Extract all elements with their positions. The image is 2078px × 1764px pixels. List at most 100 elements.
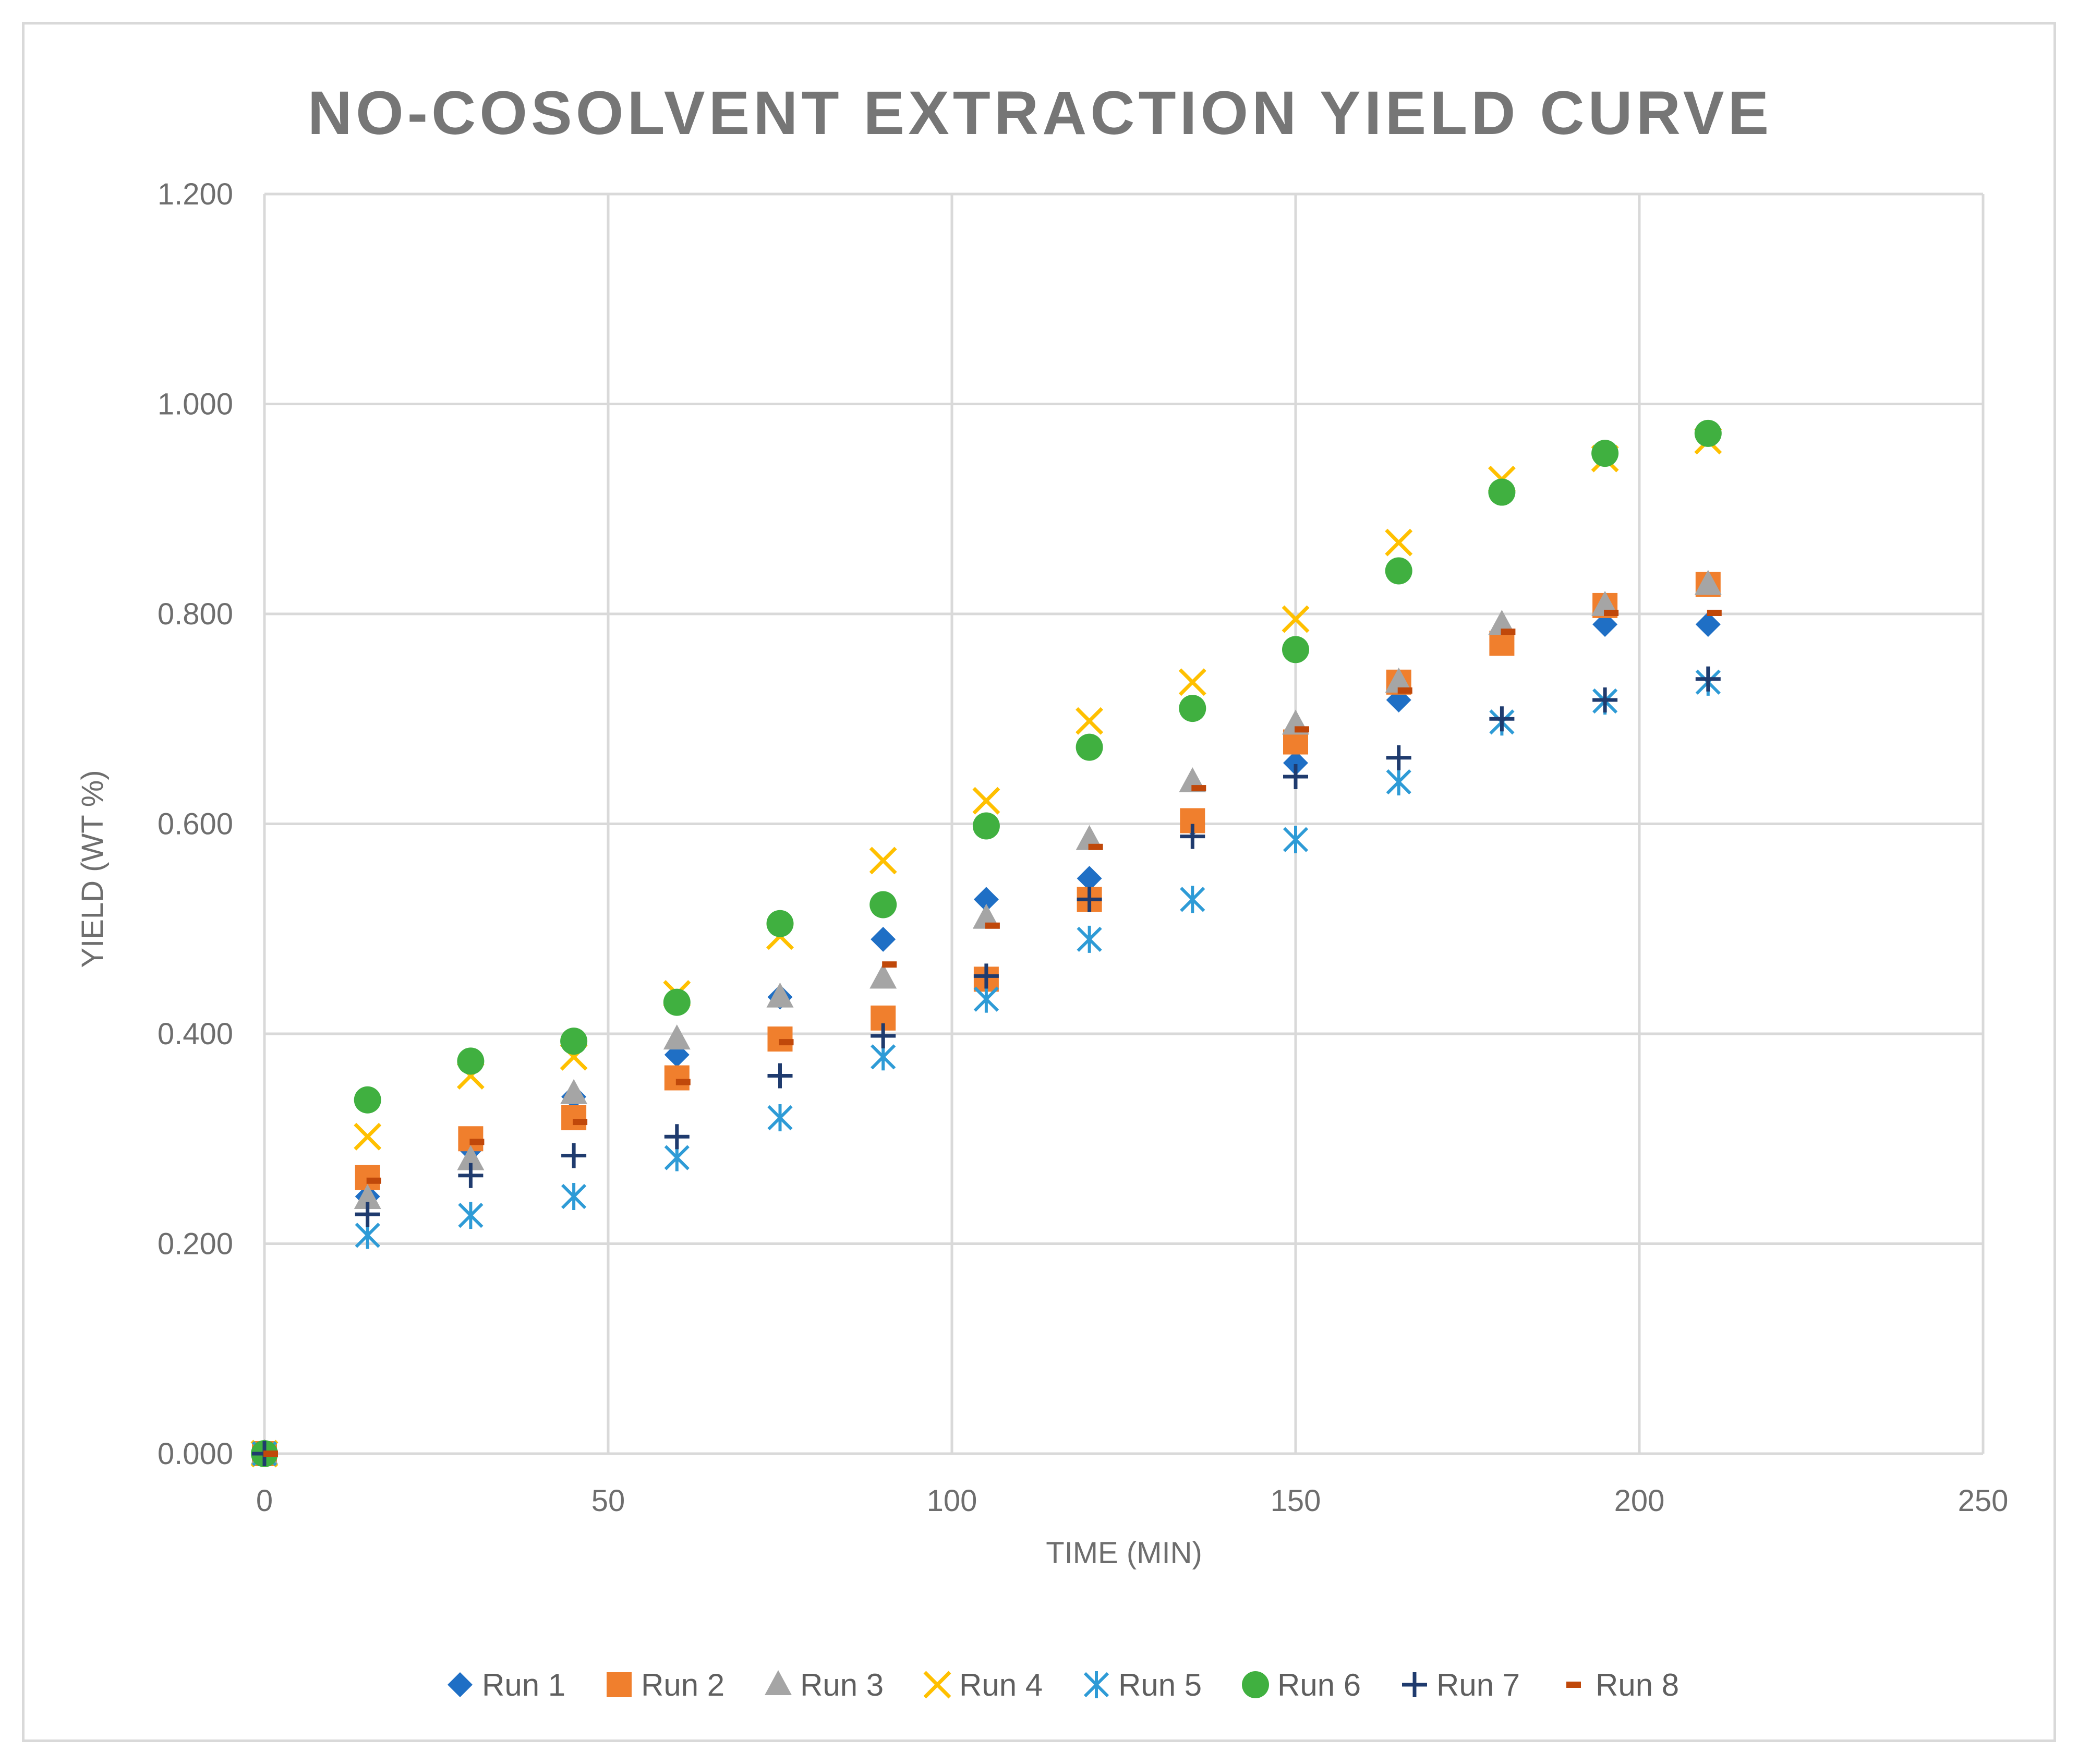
data-point: [871, 926, 896, 952]
legend-marker: [1566, 1682, 1581, 1688]
legend-label: Run 5: [1118, 1668, 1202, 1702]
legend-label: Run 4: [959, 1668, 1043, 1702]
data-point: [457, 1145, 485, 1170]
data-point: [1385, 528, 1413, 557]
data-point: [1592, 612, 1618, 637]
legend-item: Run 6: [1242, 1668, 1361, 1702]
series-8: [263, 609, 1722, 1457]
data-point: [973, 985, 999, 1013]
x-tick-label: 50: [591, 1484, 625, 1518]
data-point: [869, 963, 897, 989]
data-point: [1076, 733, 1103, 761]
data-point: [1695, 612, 1721, 637]
legend-item: Run 1: [448, 1668, 565, 1702]
data-points: [250, 419, 1722, 1468]
data-point: [985, 922, 1000, 929]
data-point: [1385, 667, 1412, 693]
data-point: [1489, 706, 1515, 732]
data-point: [354, 1086, 381, 1114]
legend-label: Run 1: [482, 1668, 565, 1702]
data-point: [664, 1124, 690, 1150]
data-point: [1591, 590, 1619, 616]
data-point: [1191, 785, 1206, 792]
data-point: [1604, 609, 1619, 616]
y-tick-label: 0.600: [158, 807, 233, 841]
x-tick-label: 250: [1958, 1484, 2009, 1518]
series-4: [250, 427, 1722, 1468]
data-point: [263, 1451, 278, 1457]
data-point: [560, 1079, 588, 1104]
data-point: [973, 887, 999, 912]
legend: Run 1 Run 2 Run 3 Run 4 Run 5 Run 6 Run 7 Run 8: [448, 1668, 1679, 1702]
data-point: [561, 1105, 587, 1130]
data-point: [1591, 440, 1619, 467]
data-point: [1385, 557, 1412, 585]
data-point: [1707, 609, 1722, 616]
legend-item: Run 8: [1566, 1668, 1679, 1702]
data-point: [561, 1143, 587, 1168]
x-axis-ticks: 0 50 100 150 200 250: [256, 1484, 2009, 1518]
data-point: [972, 903, 1000, 929]
y-axis-ticks: 0.000 0.200 0.400 0.600 0.800 1.000 1.200: [158, 177, 233, 1471]
data-point: [469, 1139, 485, 1145]
data-point: [882, 961, 897, 968]
data-point: [767, 1026, 793, 1052]
data-point: [560, 1028, 588, 1055]
legend-item: Run 5: [1083, 1668, 1202, 1702]
legend-marker: [1083, 1671, 1109, 1698]
data-point: [869, 847, 897, 875]
data-point: [1694, 570, 1722, 595]
legend-marker: [1242, 1671, 1269, 1698]
series-7: [252, 666, 1721, 1466]
y-tick-label: 0.400: [158, 1017, 233, 1051]
data-point: [766, 982, 794, 1008]
data-point: [1397, 687, 1412, 694]
data-point: [1077, 925, 1102, 953]
data-point: [664, 1065, 690, 1091]
data-point: [972, 812, 1000, 840]
data-point: [573, 1119, 588, 1126]
y-axis-title: YIELD (WT %): [76, 770, 110, 968]
y-tick-label: 0.000: [158, 1437, 233, 1471]
data-point: [1386, 745, 1411, 770]
data-point: [458, 1163, 484, 1188]
data-point: [1178, 668, 1206, 696]
x-tick-label: 100: [927, 1484, 977, 1518]
gridlines: [263, 192, 1985, 1455]
x-tick-label: 150: [1271, 1484, 1321, 1518]
legend-item: Run 2: [607, 1668, 724, 1702]
data-point: [1592, 687, 1618, 713]
data-point: [1088, 843, 1103, 850]
data-point: [869, 891, 897, 919]
legend-marker: [1402, 1672, 1427, 1697]
data-point: [871, 1023, 896, 1049]
x-tick-label: 200: [1614, 1484, 1665, 1518]
data-point: [1489, 631, 1515, 656]
legend-label: Run 6: [1277, 1668, 1361, 1702]
data-point: [1488, 610, 1516, 635]
data-point: [1295, 726, 1309, 733]
data-point: [1283, 764, 1308, 789]
legend-item: Run 7: [1402, 1668, 1520, 1702]
legend-marker: [448, 1672, 473, 1697]
data-point: [767, 1104, 793, 1131]
legend-item: Run 4: [923, 1668, 1043, 1702]
series-1: [252, 612, 1721, 1466]
data-point: [1077, 887, 1102, 912]
legend-label: Run 3: [800, 1668, 884, 1702]
data-point: [457, 1047, 485, 1075]
data-point: [1694, 419, 1722, 447]
y-tick-label: 1.000: [158, 388, 233, 421]
data-point: [354, 1122, 382, 1151]
data-point: [366, 1177, 381, 1184]
x-tick-label: 0: [256, 1484, 273, 1518]
data-point: [663, 988, 691, 1016]
data-point: [458, 1202, 484, 1229]
data-point: [1282, 605, 1310, 633]
data-point: [675, 1079, 691, 1085]
x-axis-title: TIME (MIN): [1046, 1536, 1202, 1570]
data-point: [1488, 478, 1516, 506]
data-point: [1180, 824, 1205, 849]
data-point: [766, 910, 794, 937]
data-point: [1282, 636, 1309, 663]
